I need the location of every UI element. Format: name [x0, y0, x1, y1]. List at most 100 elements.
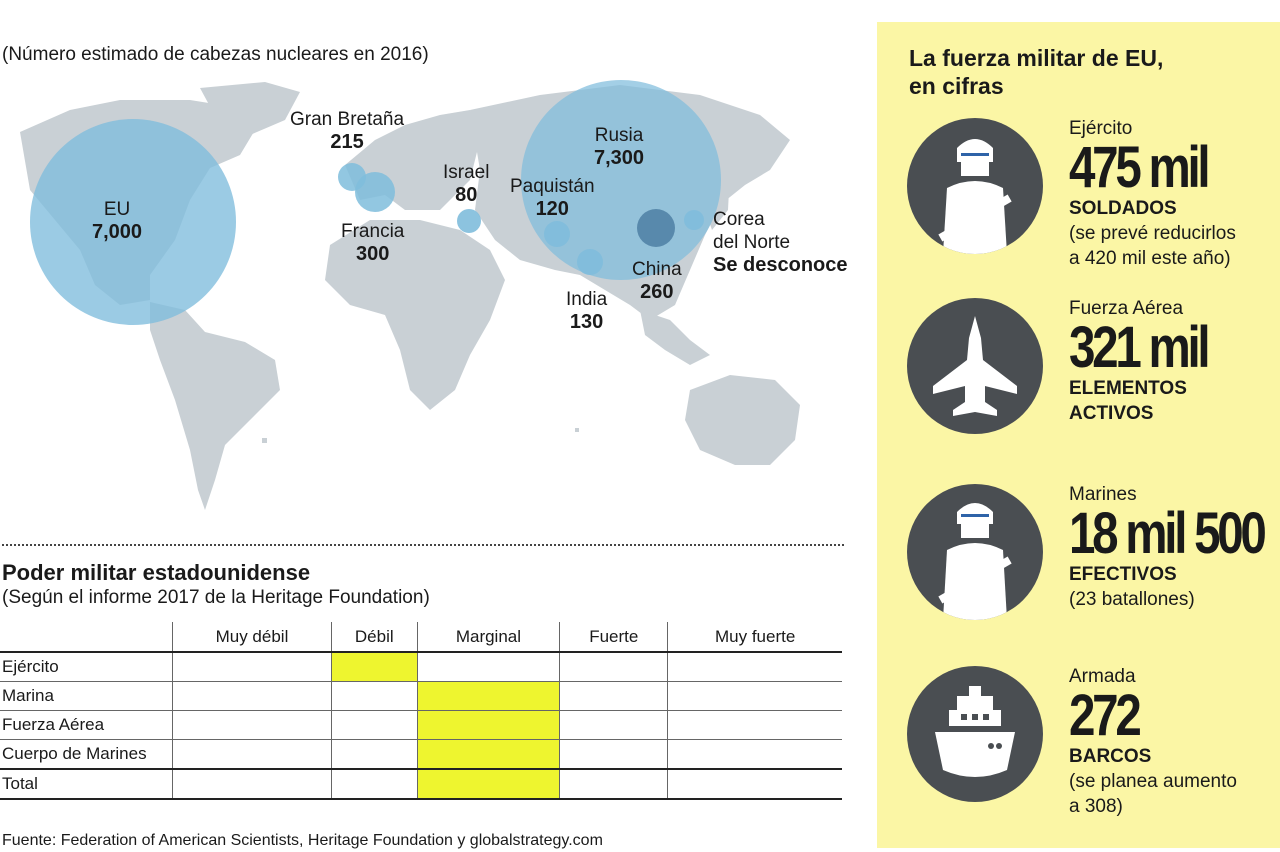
power-cell [172, 768, 332, 800]
stat-ejercito-note1: (se prevé reducirlos [1069, 223, 1236, 244]
power-cell [559, 710, 668, 740]
power-cell-rating [416, 739, 560, 770]
power-header-row: Muy débil Débil Marginal Fuerte Muy fuer… [0, 622, 842, 653]
label-israel-name: Israel [443, 162, 490, 183]
power-row-label: Fuerza Aérea [0, 710, 173, 740]
landmass-islet [262, 438, 267, 443]
ship-icon [907, 666, 1043, 802]
power-cell [172, 710, 332, 740]
stat-ejercito-number: 475 mil [1069, 135, 1211, 200]
landmass-southeast-asia [640, 310, 710, 365]
power-cell-rating [330, 652, 418, 682]
panel-title-line2: en cifras [909, 73, 1004, 99]
label-rusia-name: Rusia [594, 125, 644, 146]
power-cell [559, 739, 668, 770]
label-israel: Israel 80 [443, 161, 489, 207]
label-india: India 130 [566, 288, 607, 334]
power-header-muy-fuerte: Muy fuerte [667, 622, 842, 653]
soldier-icon [907, 118, 1043, 254]
map-subtitle: (Número estimado de cabezas nucleares en… [2, 44, 429, 65]
section-divider [2, 544, 844, 546]
landmass-africa [325, 220, 505, 410]
stat-marines-name: Marines [1069, 484, 1137, 505]
label-eu: EU 7,000 [92, 198, 142, 244]
power-subtitle: (Según el informe 2017 de la Heritage Fo… [2, 587, 430, 608]
us-military-panel: La fuerza militar de EU, en cifras Ejérc… [877, 22, 1280, 848]
stat-ejercito-text: Ejército 475 mil SOLDADOS (se prevé redu… [1069, 118, 1238, 271]
label-gran-bretana-name: Gran Bretaña [290, 109, 405, 130]
bubble-corea-del-norte [684, 210, 704, 230]
label-india-value: 130 [569, 311, 604, 333]
label-corea-line2: del Norte [713, 232, 791, 253]
power-row: Cuerpo de Marines [0, 739, 842, 770]
stat-armada-note2: a 308) [1069, 796, 1123, 817]
stat-marines-note1: (23 batallones) [1069, 589, 1195, 610]
power-cell [559, 681, 668, 711]
power-cell [416, 652, 560, 682]
label-rusia-value: 7,300 [594, 147, 645, 169]
stat-ejercito-note2: a 420 mil este año) [1069, 248, 1231, 269]
label-paquistan-value: 120 [535, 198, 569, 220]
label-india-name: India [566, 289, 608, 310]
stat-marines: Marines 18 mil 500 EFECTIVOS (23 batallo… [907, 484, 1280, 624]
label-francia-name: Francia [341, 221, 405, 242]
power-cell [667, 768, 842, 800]
source-note: Fuente: Federation of American Scientist… [2, 832, 603, 849]
fighter-jet-icon [907, 298, 1043, 434]
power-row: Marina [0, 681, 842, 711]
power-cell [559, 652, 668, 682]
stat-fuerza-aerea-unit1: ELEMENTOS [1069, 378, 1187, 399]
bubble-paquistan [544, 221, 570, 247]
landmass-greenland [200, 82, 300, 135]
label-china-value: 260 [640, 281, 674, 303]
label-paquistan: Paquistán 120 [510, 175, 595, 221]
label-paquistan-name: Paquistán [510, 176, 595, 197]
power-cell [172, 681, 332, 711]
power-header-debil: Débil [330, 622, 418, 653]
power-row: Ejército [0, 652, 842, 682]
panel-title: La fuerza militar de EU, en cifras [909, 44, 1163, 100]
bubble-israel [457, 209, 481, 233]
label-china-name: China [632, 259, 682, 280]
stat-armada-unit: BARCOS [1069, 746, 1152, 767]
power-row-label: Marina [0, 681, 173, 711]
power-header-muy-debil: Muy débil [172, 622, 332, 653]
label-francia: Francia 300 [341, 220, 404, 266]
bubble-eu [30, 119, 236, 325]
stat-marines-number: 18 mil 500 [1069, 501, 1267, 566]
stat-ejercito: Ejército 475 mil SOLDADOS (se prevé redu… [907, 118, 1280, 269]
power-row-label: Ejército [0, 652, 173, 682]
stat-fuerza-aerea: Fuerza Aérea 321 mil ELEMENTOS ACTIVOS [907, 298, 1280, 438]
label-francia-value: 300 [355, 243, 390, 265]
power-cell [330, 681, 418, 711]
label-corea-value: Se desconoce [713, 254, 848, 276]
power-row: Fuerza Aérea [0, 710, 842, 740]
power-cell [667, 710, 842, 740]
stat-fuerza-aerea-number: 321 mil [1069, 315, 1211, 380]
landmass-australia [685, 375, 800, 465]
label-israel-value: 80 [455, 184, 478, 206]
warhead-bubbles [30, 80, 721, 325]
landmass-islet [575, 428, 579, 432]
power-table: Muy débil Débil Marginal Fuerte Muy fuer… [0, 622, 842, 800]
power-header-empty [0, 622, 173, 653]
landmass-south-america [150, 302, 280, 510]
power-header-marginal: Marginal [416, 622, 560, 653]
power-cell [667, 652, 842, 682]
stat-armada-name: Armada [1069, 666, 1136, 687]
power-cell-rating [416, 681, 560, 711]
stat-armada: Armada 272 BARCOS (se planea aumento a 3… [907, 666, 1280, 817]
stat-ejercito-unit: SOLDADOS [1069, 198, 1177, 219]
power-title: Poder militar estadounidense [2, 560, 311, 585]
bubble-china [637, 209, 675, 247]
power-cell-rating [416, 710, 560, 740]
label-corea-line1: Corea [713, 209, 765, 230]
power-cell [172, 739, 332, 770]
label-gran-bretana: Gran Bretaña 215 [290, 108, 404, 154]
power-cell [330, 739, 418, 770]
bubble-india [577, 249, 603, 275]
power-cell [667, 739, 842, 770]
stat-fuerza-aerea-unit2: ACTIVOS [1069, 403, 1154, 424]
stat-armada-note1: (se planea aumento [1069, 771, 1237, 792]
stat-ejercito-name: Ejército [1069, 118, 1133, 139]
